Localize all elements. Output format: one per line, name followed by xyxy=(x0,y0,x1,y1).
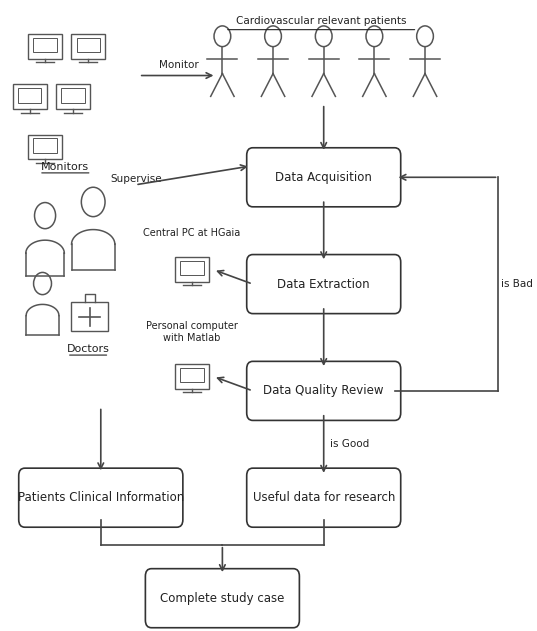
Text: Data Quality Review: Data Quality Review xyxy=(264,384,384,398)
Text: Personal computer
with Matlab: Personal computer with Matlab xyxy=(146,321,238,343)
Text: Doctors: Doctors xyxy=(67,344,110,354)
Text: Supervise: Supervise xyxy=(110,174,162,184)
Text: Data Acquisition: Data Acquisition xyxy=(275,171,372,184)
Text: Central PC at HGaia: Central PC at HGaia xyxy=(143,228,241,239)
Bar xyxy=(175,364,209,389)
Bar xyxy=(71,34,105,59)
Text: Monitor: Monitor xyxy=(159,61,199,71)
Text: Cardiovascular relevant patients: Cardiovascular relevant patients xyxy=(236,16,407,27)
Bar xyxy=(28,34,62,59)
Bar xyxy=(76,38,100,52)
Text: Useful data for research: Useful data for research xyxy=(252,491,395,504)
FancyBboxPatch shape xyxy=(246,468,401,528)
Bar xyxy=(33,138,57,153)
Bar xyxy=(71,302,108,331)
Bar xyxy=(18,88,41,102)
FancyBboxPatch shape xyxy=(146,569,300,628)
FancyBboxPatch shape xyxy=(246,148,401,207)
FancyBboxPatch shape xyxy=(19,468,183,528)
FancyBboxPatch shape xyxy=(246,362,401,420)
Bar xyxy=(175,257,209,282)
Text: Complete study case: Complete study case xyxy=(160,592,285,604)
Text: is Good: is Good xyxy=(330,439,369,449)
Bar xyxy=(56,85,90,109)
Bar xyxy=(13,85,47,109)
Text: Patients Clinical Information: Patients Clinical Information xyxy=(18,491,184,504)
Bar xyxy=(33,38,57,52)
Bar xyxy=(61,88,84,102)
Text: Data Extraction: Data Extraction xyxy=(278,278,370,291)
Bar xyxy=(180,368,204,382)
FancyBboxPatch shape xyxy=(246,254,401,314)
Bar xyxy=(28,134,62,160)
Text: is Bad: is Bad xyxy=(501,279,533,289)
Bar xyxy=(180,261,204,275)
Text: Monitors: Monitors xyxy=(41,162,89,172)
